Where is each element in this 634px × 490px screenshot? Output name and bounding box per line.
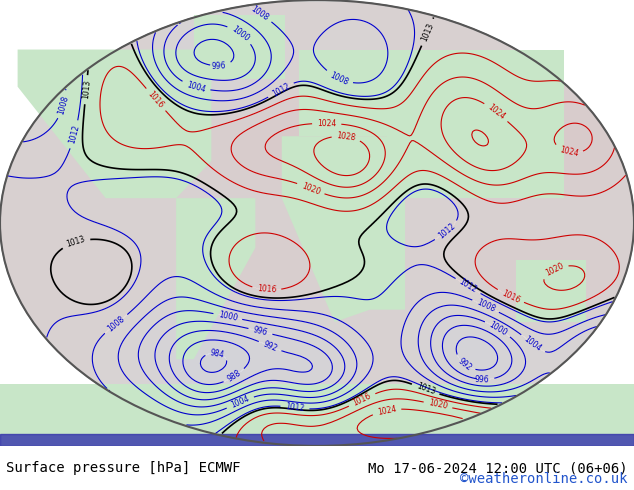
Text: 1024: 1024 <box>377 404 397 416</box>
Text: 1024: 1024 <box>486 102 507 122</box>
Text: 1008: 1008 <box>106 314 126 333</box>
Text: 1024: 1024 <box>559 145 579 158</box>
Bar <box>0 434 634 446</box>
Text: 1013: 1013 <box>81 80 91 99</box>
Text: 1013: 1013 <box>65 235 86 249</box>
Text: 1016: 1016 <box>257 285 276 295</box>
Polygon shape <box>176 198 256 359</box>
Text: 992: 992 <box>456 356 473 372</box>
Text: 1008: 1008 <box>249 4 270 23</box>
Ellipse shape <box>0 0 634 446</box>
Text: 1004: 1004 <box>186 80 207 94</box>
Text: 1004: 1004 <box>230 394 251 410</box>
Text: Mo 17-06-2024 12:00 UTC (06+06): Mo 17-06-2024 12:00 UTC (06+06) <box>368 462 628 475</box>
Text: 996: 996 <box>212 61 226 71</box>
Polygon shape <box>387 49 564 198</box>
Text: 1020: 1020 <box>301 181 321 196</box>
Text: 1012: 1012 <box>285 402 305 413</box>
Text: 1000: 1000 <box>230 24 250 43</box>
Text: 984: 984 <box>209 348 225 359</box>
Text: Surface pressure [hPa] ECMWF: Surface pressure [hPa] ECMWF <box>6 462 241 475</box>
Text: 1020: 1020 <box>428 399 448 411</box>
Text: 1016: 1016 <box>500 288 521 305</box>
Polygon shape <box>194 15 285 79</box>
Polygon shape <box>516 260 586 322</box>
Text: 1028: 1028 <box>336 131 356 142</box>
Text: 1012: 1012 <box>437 221 457 241</box>
Text: 1016: 1016 <box>146 90 165 110</box>
Text: 1024: 1024 <box>317 119 337 128</box>
Text: 1000: 1000 <box>488 319 508 337</box>
Text: ©weatheronline.co.uk: ©weatheronline.co.uk <box>460 471 628 486</box>
Text: 1004: 1004 <box>522 334 543 353</box>
Ellipse shape <box>0 0 634 446</box>
Text: 1012: 1012 <box>458 277 479 295</box>
Text: 992: 992 <box>262 339 278 353</box>
Text: 1013: 1013 <box>415 382 436 397</box>
Text: 996: 996 <box>252 325 269 338</box>
Text: 1008: 1008 <box>56 94 70 115</box>
Text: 1008: 1008 <box>475 298 496 314</box>
Polygon shape <box>0 384 634 446</box>
Polygon shape <box>299 49 387 136</box>
Text: 1020: 1020 <box>544 262 565 278</box>
Text: 1012: 1012 <box>270 81 292 98</box>
Polygon shape <box>18 49 211 198</box>
Text: 1008: 1008 <box>328 70 350 87</box>
Text: 988: 988 <box>226 368 243 384</box>
Polygon shape <box>281 136 405 322</box>
Text: 1016: 1016 <box>351 392 373 408</box>
Text: 1012: 1012 <box>68 124 81 145</box>
Text: 1000: 1000 <box>217 310 238 323</box>
Text: 996: 996 <box>475 375 489 384</box>
Text: 1013: 1013 <box>420 22 436 43</box>
